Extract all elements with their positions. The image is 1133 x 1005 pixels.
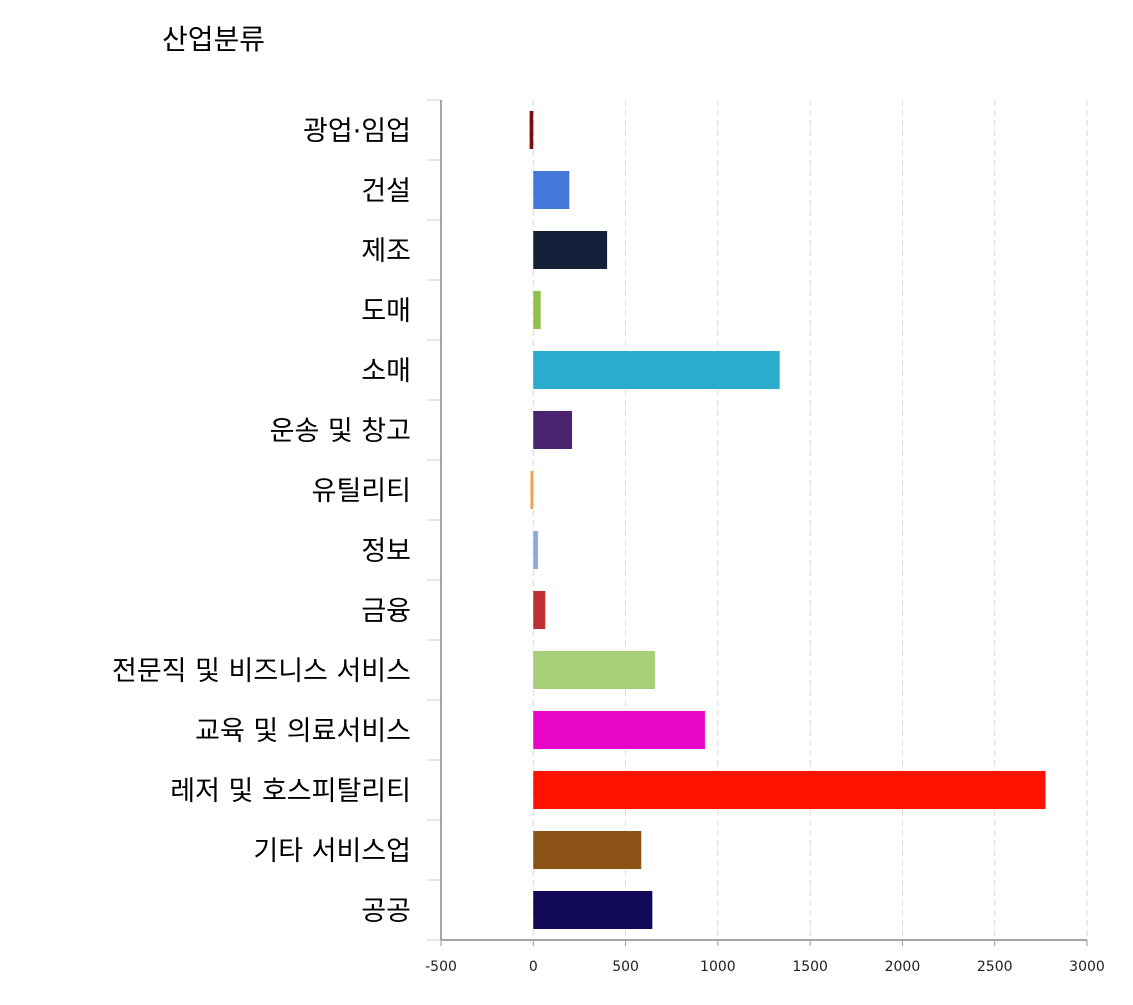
category-label: 전문직 및 비즈니스 서비스: [112, 656, 411, 687]
x-tick-label: 2000: [885, 959, 921, 975]
x-tick-label: 2500: [977, 959, 1013, 975]
x-tick-labels: -500 0 500 1000 1500 2000 2500 3000: [425, 959, 1105, 975]
category-label: 광업·임업: [303, 116, 411, 147]
category-label: 도매: [361, 296, 411, 327]
x-tick-label: 1500: [792, 959, 828, 975]
category-label: 정보: [361, 536, 411, 567]
bars: [529, 111, 1046, 929]
bar[interactable]: [533, 171, 570, 209]
x-tick-label: 3000: [1069, 959, 1105, 975]
bar[interactable]: [533, 891, 653, 929]
x-tick-label: 0: [529, 959, 538, 975]
category-label: 제조: [361, 236, 411, 267]
bar[interactable]: [533, 291, 541, 329]
bar[interactable]: [533, 831, 642, 869]
bar[interactable]: [529, 111, 534, 149]
bar[interactable]: [533, 531, 538, 569]
category-label: 기타 서비스업: [253, 836, 411, 867]
category-label: 교육 및 의료서비스: [195, 716, 411, 747]
bar[interactable]: [533, 351, 780, 389]
category-label: 레저 및 호스피탈리티: [170, 776, 411, 807]
bar[interactable]: [533, 711, 705, 749]
bar[interactable]: [530, 471, 534, 509]
category-label: 운송 및 창고: [270, 416, 411, 447]
category-label: 유틸리티: [312, 476, 411, 507]
x-tick-label: 1000: [700, 959, 736, 975]
grid-lines: [532, 100, 1088, 940]
x-tick-label: 500: [612, 959, 639, 975]
bar[interactable]: [533, 771, 1046, 809]
category-label: 소매: [361, 356, 411, 387]
bar[interactable]: [533, 231, 608, 269]
x-tick-label: -500: [425, 959, 457, 975]
category-label: 건설: [361, 176, 411, 207]
chart-title: 산업분류: [162, 23, 266, 56]
bar[interactable]: [533, 411, 573, 449]
axes: [427, 99, 1088, 946]
bar[interactable]: [533, 591, 546, 629]
category-label: 금융: [361, 596, 411, 627]
category-label: 공공: [361, 896, 411, 927]
bar[interactable]: [533, 651, 656, 689]
